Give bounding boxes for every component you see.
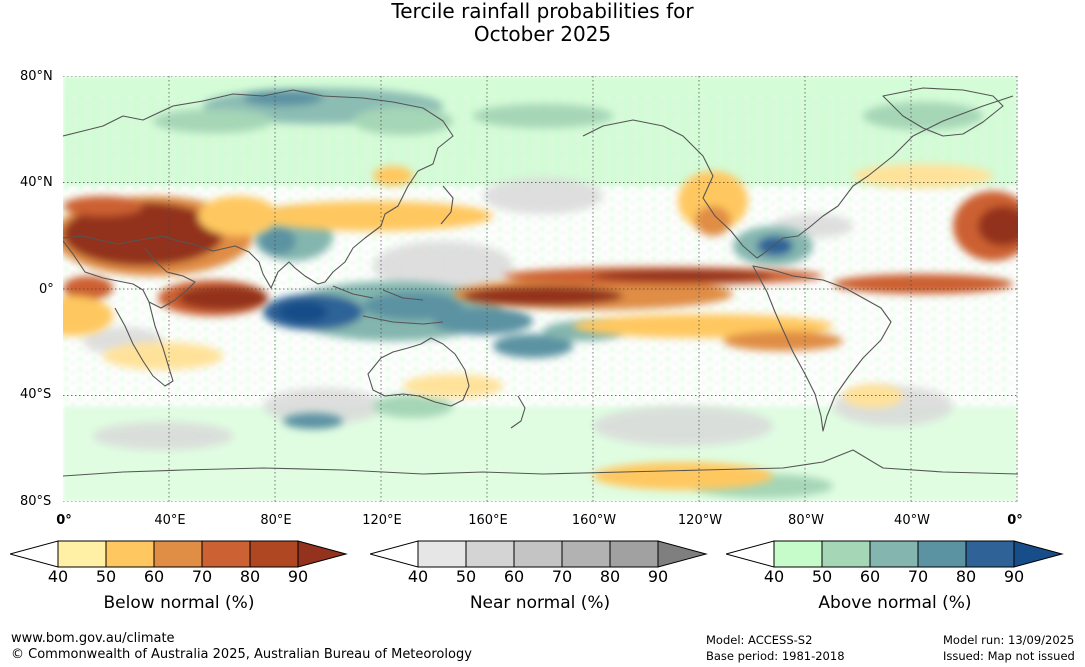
lon-label-0: 0° <box>56 513 72 528</box>
colorbar-high-extension <box>1013 540 1064 568</box>
colorbar-tick-label: 40 <box>47 567 69 586</box>
colorbar-tick-label: 80 <box>239 567 261 586</box>
lat-label-80n: 80°N <box>20 69 53 84</box>
rainfall-probability-map <box>63 76 1018 502</box>
lon-label-0-east: 0° <box>1007 513 1023 528</box>
colorbar-above-normal <box>726 540 1064 568</box>
colorbar-segment <box>465 540 515 568</box>
lat-label-40n: 40°N <box>20 175 53 190</box>
colorbar-below-normal <box>10 540 348 568</box>
colorbar-segment <box>417 540 467 568</box>
colorbar-tick-label: 70 <box>551 567 573 586</box>
colorbar-segment <box>869 540 919 568</box>
colorbar-tick-label: 40 <box>763 567 785 586</box>
lon-label-80e: 80°E <box>260 513 292 528</box>
coast-antarctica <box>63 449 1018 477</box>
colorbar-title-below: Below normal (%) <box>103 593 255 613</box>
colorbar-tick-label: 50 <box>455 567 477 586</box>
colorbar-high-extension <box>657 540 708 568</box>
colorbar-segment <box>57 540 107 568</box>
coastlines <box>63 87 1018 477</box>
footer-model-run: Model run: 13/09/2025 <box>943 633 1075 647</box>
colorbar-low-extension <box>726 540 775 568</box>
footer-model: Model: ACCESS-S2 <box>706 633 813 647</box>
footer-copyright: © Commonwealth of Australia 2025, Austra… <box>11 647 472 662</box>
below-normal-regions <box>63 164 1018 490</box>
above-normal-regions <box>153 88 983 498</box>
coast-s-america <box>752 265 892 432</box>
footer-base-period: Base period: 1981-2018 <box>706 649 845 663</box>
colorbar-tick-label: 60 <box>503 567 525 586</box>
coast-africa <box>63 240 196 387</box>
colorbar-tick-label: 70 <box>191 567 213 586</box>
colorbar-tick-label: 90 <box>1003 567 1025 586</box>
lat-label-40s: 40°S <box>20 387 52 402</box>
footer-issued: Issued: Map not issued <box>943 649 1075 663</box>
colorbar-tick-label: 50 <box>811 567 833 586</box>
colorbar-tick-label: 60 <box>143 567 165 586</box>
base-green-field <box>63 76 1018 502</box>
colorbar-low-extension <box>10 540 59 568</box>
colorbar-segment <box>153 540 203 568</box>
coast-europe-asia <box>63 89 454 289</box>
coast-australia <box>367 337 470 407</box>
colorbar-tick-label: 80 <box>955 567 977 586</box>
lon-label-120e: 120°E <box>362 513 402 528</box>
colorbar-segment <box>201 540 251 568</box>
lat-label-equator: 0° <box>39 282 54 297</box>
colorbar-tick-label: 50 <box>95 567 117 586</box>
colorbar-tick-label: 40 <box>407 567 429 586</box>
colorbar-tick-label: 80 <box>599 567 621 586</box>
lon-label-80w: 80°W <box>788 513 824 528</box>
colorbar-segment <box>965 540 1015 568</box>
map-title: Tercile rainfall probabilities for Octob… <box>0 0 1085 46</box>
colorbar-segment <box>773 540 823 568</box>
coast-japan <box>440 185 454 225</box>
colorbar-low-extension <box>370 540 419 568</box>
colorbar-tick-label: 90 <box>287 567 309 586</box>
colorbar-title-above: Above normal (%) <box>818 593 972 613</box>
coast-greenland <box>882 87 1004 137</box>
colorbar-segment <box>105 540 155 568</box>
colorbar-near-normal <box>370 540 708 568</box>
lon-label-40e: 40°E <box>154 513 186 528</box>
colorbar-segment <box>609 540 659 568</box>
colorbar-tick-label: 90 <box>647 567 669 586</box>
colorbar-tick-label: 70 <box>907 567 929 586</box>
footer-website: www.bom.gov.au/climate <box>11 631 175 646</box>
coast-new-zealand <box>510 395 526 429</box>
graticule <box>63 76 1018 502</box>
colorbar-segment <box>821 540 871 568</box>
lon-label-40w: 40°W <box>894 513 930 528</box>
coast-n-america <box>582 95 1014 259</box>
colorbar-segment <box>561 540 611 568</box>
colorbar-title-near: Near normal (%) <box>469 593 611 613</box>
colorbar-tick-label: 60 <box>859 567 881 586</box>
colorbar-segment <box>249 540 299 568</box>
lon-label-160e: 160°E <box>468 513 508 528</box>
colorbar-segment <box>513 540 563 568</box>
lon-label-120w: 120°W <box>677 513 723 528</box>
title-line-2: October 2025 <box>473 22 612 46</box>
colorbar-high-extension <box>297 540 348 568</box>
lat-label-80s: 80°S <box>20 494 52 509</box>
colorbar-segment <box>917 540 967 568</box>
lon-label-160w: 160°W <box>571 513 617 528</box>
title-line-1: Tercile rainfall probabilities for <box>391 0 694 23</box>
